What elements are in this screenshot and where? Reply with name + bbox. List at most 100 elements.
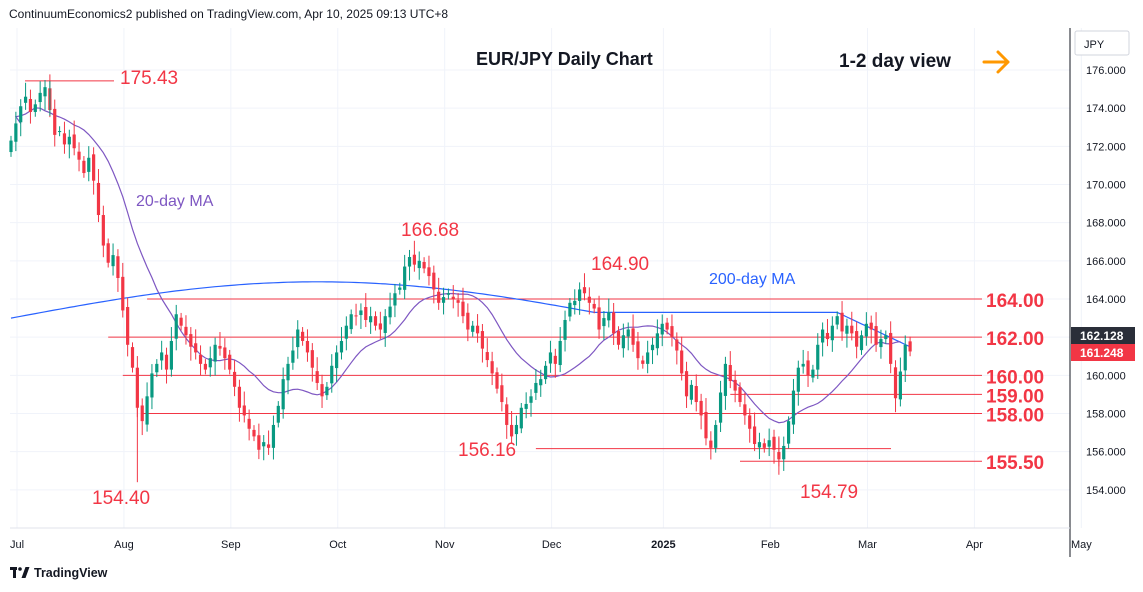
level-label: 162.00	[986, 329, 1044, 350]
candle-body	[388, 306, 392, 318]
candle-body	[315, 371, 319, 383]
candle-body	[699, 400, 703, 416]
candle-body	[709, 440, 713, 448]
candle-body	[626, 329, 630, 337]
candle-body	[646, 352, 650, 364]
candle-body	[767, 440, 771, 447]
x-tick-label: Aug	[114, 539, 134, 551]
candle-body	[62, 133, 67, 145]
candle-body	[641, 360, 645, 364]
candle-body	[684, 371, 689, 397]
candle-body	[475, 325, 480, 334]
candle-body	[242, 405, 246, 416]
tradingview-brand[interactable]: TradingView	[10, 566, 107, 580]
candle-body	[126, 307, 130, 345]
candle-body	[534, 382, 538, 393]
candle-body	[519, 407, 523, 429]
candle-body	[835, 316, 839, 325]
candle-body	[636, 341, 640, 359]
candle-body	[373, 316, 378, 326]
candle-body	[179, 317, 183, 326]
candle-body	[723, 363, 728, 396]
y-tick-label: 172.000	[1086, 141, 1126, 153]
candle-body	[369, 316, 373, 323]
candle-body	[359, 310, 363, 316]
candle-body	[864, 323, 868, 337]
candle-body	[461, 301, 465, 317]
price-badge-label: 161.248	[1080, 346, 1124, 360]
candle-body	[544, 365, 548, 380]
y-tick-label: 168.000	[1086, 218, 1126, 230]
arrow-right-icon	[982, 50, 1010, 74]
candle-body	[349, 314, 353, 330]
candle-body	[266, 444, 271, 448]
candle-body	[330, 365, 334, 384]
y-tick-label: 166.000	[1086, 256, 1126, 268]
candle-body	[23, 96, 28, 103]
x-tick-label: Dec	[542, 539, 562, 551]
candle-body	[694, 386, 698, 403]
candles	[9, 74, 912, 483]
chart-title: EUR/JPY Daily Chart	[476, 49, 653, 69]
candle-body	[592, 303, 596, 309]
candle-body	[437, 291, 441, 303]
price-badge-last	[1071, 344, 1135, 361]
candle-body	[237, 386, 242, 408]
candle-body	[325, 386, 329, 396]
candle-body	[281, 379, 285, 410]
candle-body	[587, 296, 591, 303]
candle-body	[752, 426, 757, 445]
price-badge-ma	[1071, 327, 1135, 344]
x-tick-label: Sep	[221, 539, 241, 551]
candle-body	[335, 352, 339, 369]
candle-body	[150, 373, 154, 398]
candle-body	[121, 276, 125, 311]
candle-body	[548, 352, 553, 364]
candle-body	[43, 87, 47, 97]
x-tick-label: May	[1071, 539, 1092, 551]
candle-body	[660, 323, 664, 335]
candle-body	[58, 131, 62, 133]
axes: 176.000 174.000 172.000 170.000 168.000 166.0…	[10, 28, 1135, 557]
x-tick-label: Nov	[435, 539, 455, 551]
ma200-path	[10, 281, 911, 348]
candle-body	[456, 300, 460, 303]
currency-box	[1074, 30, 1130, 56]
candle-body	[480, 331, 485, 349]
candle-body	[840, 312, 844, 332]
candle-body	[578, 289, 582, 301]
candle-body	[422, 261, 426, 269]
candle-body	[194, 343, 198, 353]
candle-body	[650, 344, 655, 351]
candle-body	[232, 371, 237, 387]
candle-body	[825, 332, 830, 340]
candle-body	[568, 302, 572, 317]
candle-body	[582, 287, 587, 294]
candle-body	[441, 297, 446, 303]
candle-body	[471, 325, 475, 332]
candle-body	[87, 157, 91, 172]
ma200-line	[10, 281, 911, 348]
candle-body	[364, 307, 368, 320]
candle-body	[14, 123, 18, 142]
ma20-label: 20-day MA	[136, 193, 214, 210]
candle-body	[850, 325, 854, 334]
candle-body	[573, 300, 577, 306]
candle-body	[490, 361, 494, 374]
candle-body	[898, 371, 902, 400]
x-tick-label: Oct	[329, 539, 346, 551]
candle-body	[893, 367, 898, 399]
candle-body	[407, 257, 412, 267]
candle-body	[155, 363, 159, 373]
candle-body	[738, 387, 742, 403]
candle-body	[689, 384, 693, 400]
candle-body	[354, 315, 358, 317]
candle-body	[72, 134, 76, 149]
candle-body	[412, 254, 416, 265]
candle-body	[495, 372, 499, 389]
candle-body	[344, 325, 348, 339]
ma20-path	[14, 107, 901, 424]
candle-body	[505, 404, 509, 425]
